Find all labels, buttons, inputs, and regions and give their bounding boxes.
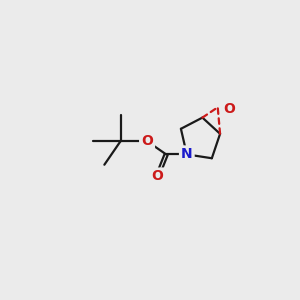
Text: O: O: [141, 134, 153, 148]
Text: N: N: [181, 147, 193, 161]
Text: O: O: [152, 169, 163, 184]
Text: O: O: [223, 102, 235, 116]
